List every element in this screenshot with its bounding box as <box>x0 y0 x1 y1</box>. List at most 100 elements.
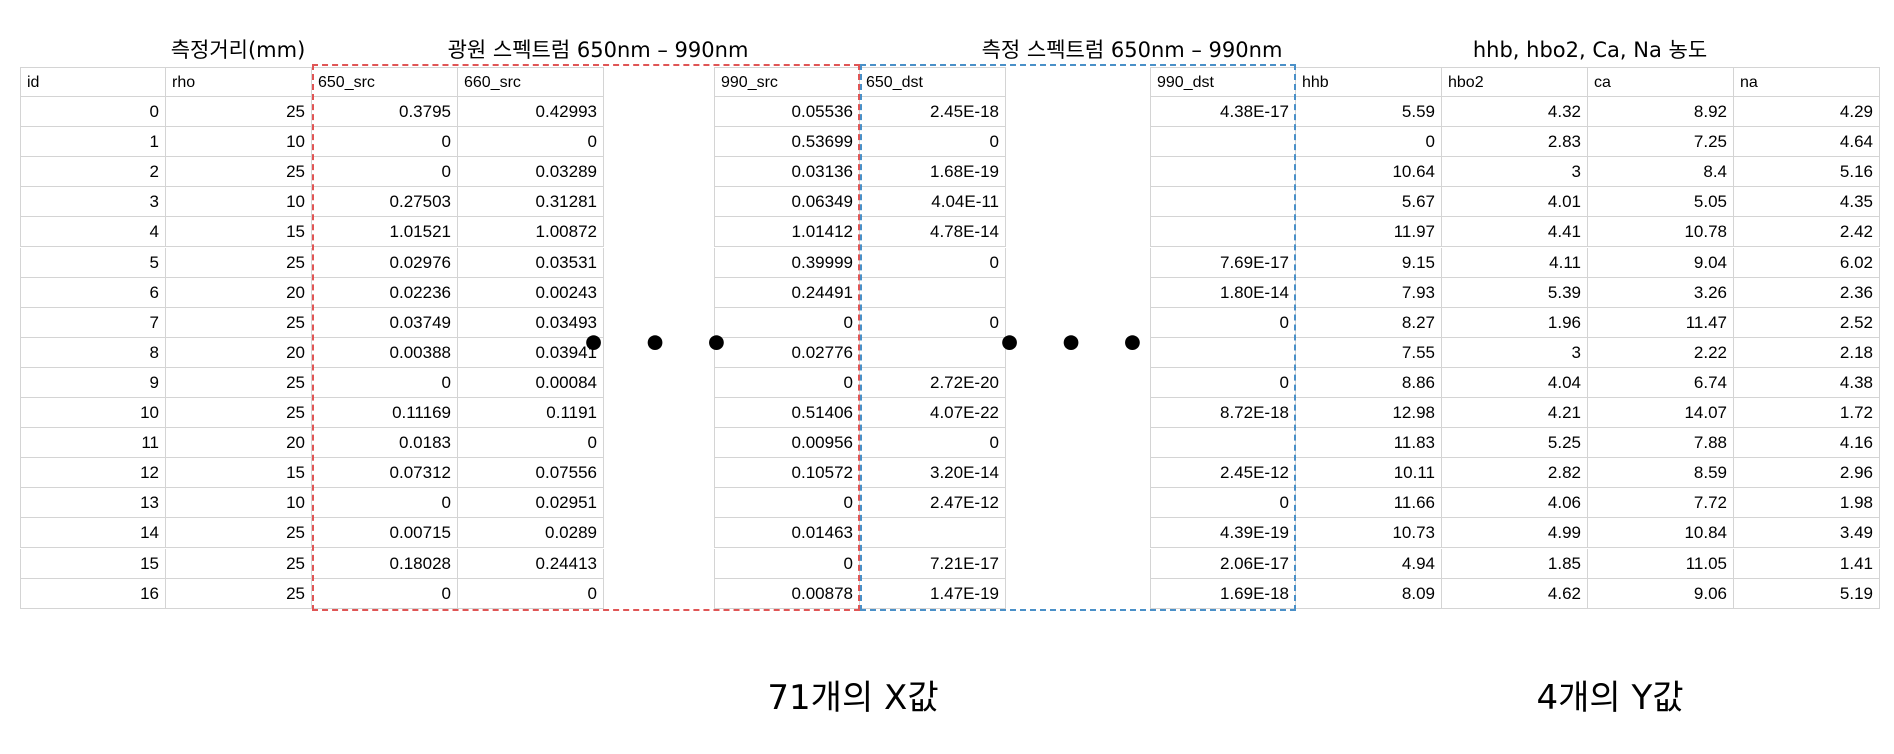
table-cell[interactable]: 7.88 <box>1588 428 1734 458</box>
table-cell[interactable]: 25 <box>166 157 312 187</box>
table-cell[interactable] <box>1150 157 1296 187</box>
table-cell[interactable]: 5.16 <box>1734 157 1880 187</box>
table-cell[interactable]: 1.85 <box>1442 549 1588 579</box>
table-cell[interactable] <box>860 278 1006 308</box>
table-cell[interactable]: 2.06E-17 <box>1150 549 1296 579</box>
table-cell[interactable]: 15 <box>166 217 312 247</box>
table-cell[interactable]: 0.00243 <box>458 278 604 308</box>
table-cell[interactable]: 10.73 <box>1296 518 1442 548</box>
table-cell[interactable]: 4.11 <box>1442 248 1588 278</box>
table-cell[interactable]: 0 <box>860 308 1006 338</box>
table-cell[interactable]: 4.35 <box>1734 187 1880 217</box>
table-cell[interactable]: 1 <box>20 127 166 157</box>
table-cell[interactable]: 2.52 <box>1734 308 1880 338</box>
table-cell[interactable]: 3 <box>20 187 166 217</box>
table-cell[interactable]: 11.66 <box>1296 488 1442 518</box>
table-cell[interactable]: 7.69E-17 <box>1150 248 1296 278</box>
table-cell[interactable]: 5.05 <box>1588 187 1734 217</box>
table-cell[interactable] <box>860 338 1006 368</box>
table-cell[interactable]: 2.83 <box>1442 127 1588 157</box>
table-cell[interactable]: 3.49 <box>1734 518 1880 548</box>
table-cell[interactable]: 4 <box>20 217 166 247</box>
table-cell[interactable]: 1.96 <box>1442 308 1588 338</box>
table-cell[interactable]: 0 <box>714 368 860 398</box>
table-cell[interactable]: 1.68E-19 <box>860 157 1006 187</box>
table-cell[interactable]: 1.69E-18 <box>1150 579 1296 609</box>
table-cell[interactable]: 0.06349 <box>714 187 860 217</box>
table-cell[interactable]: 4.21 <box>1442 398 1588 428</box>
table-cell[interactable] <box>860 518 1006 548</box>
table-cell[interactable]: 8.4 <box>1588 157 1734 187</box>
table-cell[interactable]: 0.3795 <box>312 97 458 127</box>
table-cell[interactable]: 2.42 <box>1734 217 1880 247</box>
table-cell[interactable]: 8.86 <box>1296 368 1442 398</box>
table-cell[interactable]: 4.94 <box>1296 549 1442 579</box>
table-cell[interactable]: 6.02 <box>1734 248 1880 278</box>
table-cell[interactable]: 0.03531 <box>458 248 604 278</box>
table-cell[interactable]: 1.01412 <box>714 217 860 247</box>
table-cell[interactable]: 0 <box>458 428 604 458</box>
table-cell[interactable]: 0.0183 <box>312 428 458 458</box>
table-cell[interactable]: 0.02976 <box>312 248 458 278</box>
table-cell[interactable]: 0 <box>20 97 166 127</box>
table-cell[interactable]: 4.16 <box>1734 428 1880 458</box>
table-cell[interactable]: 4.38 <box>1734 368 1880 398</box>
table-cell[interactable]: 25 <box>166 398 312 428</box>
table-cell[interactable]: 10 <box>20 398 166 428</box>
table-cell[interactable]: 0.39999 <box>714 248 860 278</box>
table-cell[interactable]: 1.01521 <box>312 217 458 247</box>
table-cell[interactable]: 0.18028 <box>312 549 458 579</box>
column-header-rho[interactable]: rho <box>166 67 312 97</box>
table-cell[interactable]: 16 <box>20 579 166 609</box>
table-cell[interactable]: 0.00956 <box>714 428 860 458</box>
table-cell[interactable]: 9 <box>20 368 166 398</box>
table-cell[interactable]: 0 <box>714 549 860 579</box>
table-cell[interactable]: 0 <box>312 488 458 518</box>
table-cell[interactable]: 2.36 <box>1734 278 1880 308</box>
table-cell[interactable]: 7.21E-17 <box>860 549 1006 579</box>
table-cell[interactable]: 25 <box>166 97 312 127</box>
table-cell[interactable]: 0.1191 <box>458 398 604 428</box>
table-cell[interactable]: 3 <box>1442 338 1588 368</box>
table-cell[interactable]: 0 <box>458 579 604 609</box>
table-cell[interactable]: 0.11169 <box>312 398 458 428</box>
table-cell[interactable]: 0 <box>312 368 458 398</box>
table-cell[interactable]: 25 <box>166 308 312 338</box>
table-cell[interactable]: 2.22 <box>1588 338 1734 368</box>
table-cell[interactable]: 14.07 <box>1588 398 1734 428</box>
table-cell[interactable]: 3 <box>1442 157 1588 187</box>
table-cell[interactable]: 0 <box>312 579 458 609</box>
table-cell[interactable]: 8.59 <box>1588 458 1734 488</box>
column-header-660-src[interactable]: 660_src <box>458 67 604 97</box>
table-cell[interactable]: 4.06 <box>1442 488 1588 518</box>
table-cell[interactable]: 0 <box>714 488 860 518</box>
table-cell[interactable] <box>1150 217 1296 247</box>
table-cell[interactable]: 2.45E-18 <box>860 97 1006 127</box>
table-cell[interactable]: 10 <box>166 488 312 518</box>
table-cell[interactable]: 5.39 <box>1442 278 1588 308</box>
table-cell[interactable]: 0.27503 <box>312 187 458 217</box>
table-cell[interactable]: 0 <box>1150 368 1296 398</box>
table-cell[interactable]: 0 <box>1150 488 1296 518</box>
table-cell[interactable]: 0 <box>458 127 604 157</box>
table-cell[interactable]: 0 <box>860 127 1006 157</box>
table-cell[interactable]: 8.27 <box>1296 308 1442 338</box>
column-header-ca[interactable]: ca <box>1588 67 1734 97</box>
table-cell[interactable]: 1.80E-14 <box>1150 278 1296 308</box>
table-cell[interactable] <box>1150 428 1296 458</box>
table-cell[interactable]: 5 <box>20 248 166 278</box>
table-cell[interactable] <box>1150 127 1296 157</box>
table-cell[interactable]: 0.03289 <box>458 157 604 187</box>
table-cell[interactable]: 0.01463 <box>714 518 860 548</box>
table-cell[interactable]: 0.00084 <box>458 368 604 398</box>
table-cell[interactable]: 7.25 <box>1588 127 1734 157</box>
table-cell[interactable]: 25 <box>166 368 312 398</box>
table-cell[interactable]: 0.24413 <box>458 549 604 579</box>
table-cell[interactable] <box>1150 338 1296 368</box>
table-cell[interactable]: 9.04 <box>1588 248 1734 278</box>
table-cell[interactable]: 20 <box>166 338 312 368</box>
table-cell[interactable]: 1.47E-19 <box>860 579 1006 609</box>
table-cell[interactable]: 10.64 <box>1296 157 1442 187</box>
table-cell[interactable]: 4.01 <box>1442 187 1588 217</box>
table-cell[interactable]: 11.05 <box>1588 549 1734 579</box>
